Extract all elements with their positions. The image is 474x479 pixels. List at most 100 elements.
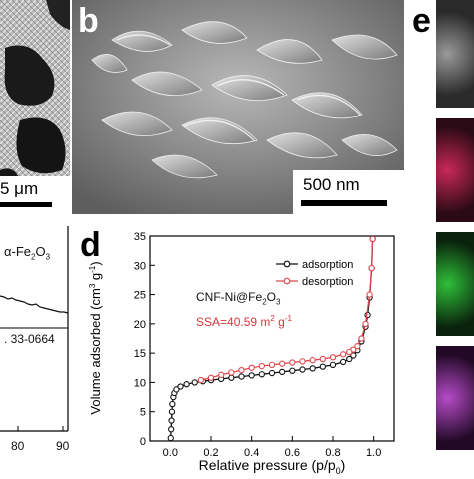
data-point-desorption bbox=[354, 342, 361, 350]
data-point-desorption bbox=[319, 355, 326, 363]
data-point-adsorption bbox=[167, 434, 174, 442]
ssa-text: SSA=40.59 m bbox=[196, 315, 271, 329]
data-point-adsorption bbox=[248, 372, 255, 379]
panel-a-scale-bar: 5 μm bbox=[0, 176, 70, 214]
data-point-adsorption bbox=[346, 355, 353, 363]
data-point-desorption bbox=[207, 374, 215, 381]
data-point-adsorption bbox=[329, 361, 337, 369]
legend-adsorption-marker bbox=[283, 260, 291, 268]
data-point-adsorption bbox=[319, 363, 326, 370]
y-tick-label: 30 bbox=[134, 260, 146, 272]
data-point-desorption bbox=[258, 362, 265, 370]
data-point-adsorption bbox=[279, 368, 286, 376]
data-point-adsorption bbox=[167, 426, 175, 433]
data-point-desorption bbox=[248, 364, 255, 371]
data-point-adsorption bbox=[268, 369, 276, 377]
data-point-adsorption bbox=[191, 379, 198, 386]
data-point-adsorption bbox=[350, 352, 357, 359]
panel-b-scale-line bbox=[301, 200, 387, 206]
data-point-adsorption bbox=[289, 367, 296, 374]
panel-d-ssa-label: SSA=40.59 m2 g-1 bbox=[196, 314, 292, 329]
panel-c-pdf-card: . 33-0664 bbox=[4, 332, 55, 346]
data-point-adsorption bbox=[309, 365, 316, 372]
y-tick-label: 35 bbox=[134, 231, 146, 243]
panel-c: α-Fe2O3 . 33-0664 80 90 bbox=[0, 226, 72, 474]
phase-sub-2: 3 bbox=[45, 252, 51, 262]
panel-b-scale-bar: 500 nm bbox=[293, 170, 404, 214]
y-tick-label: 0 bbox=[140, 436, 146, 448]
data-point-adsorption bbox=[299, 366, 306, 373]
data-point-desorption bbox=[369, 235, 376, 243]
plot-frame bbox=[149, 235, 395, 442]
panel-a-sem-image: 5 μm bbox=[0, 0, 70, 214]
panel-e-map-gray bbox=[436, 0, 474, 108]
panel-a-scale-line bbox=[0, 202, 52, 207]
x-axis-label: Relative pressure (p/p0) bbox=[199, 457, 346, 474]
panel-d-isotherm-chart: 0 5 10 15 20 25 30 35 0.0 0.2 0.4 0.6 0.8 1.0 Volume… bbox=[88, 231, 395, 474]
ssa-sup-2: -1 bbox=[284, 314, 292, 323]
data-point-desorption bbox=[346, 348, 353, 356]
data-point-adsorption bbox=[258, 371, 265, 378]
panel-a-scale-label: 5 μm bbox=[0, 179, 39, 198]
data-point-desorption bbox=[329, 354, 337, 361]
panel-e-map-purple bbox=[436, 346, 474, 450]
panel-c-phase-label: α-Fe2O3 bbox=[4, 244, 50, 262]
panel-b-sem-image: b 500 nm bbox=[72, 0, 404, 214]
panel-e-map-red bbox=[436, 118, 474, 222]
x-tick-label: 0.2 bbox=[203, 447, 218, 459]
sample-sub-1: 2 bbox=[262, 297, 267, 307]
data-point-desorption bbox=[197, 376, 204, 384]
panel-c-plot bbox=[0, 226, 69, 432]
panel-d-sample-label: CNF-Ni@Fe2O3 bbox=[196, 290, 280, 306]
data-point-adsorption bbox=[238, 373, 245, 380]
panel-c-tick-80: 80 bbox=[11, 439, 25, 453]
legend-desorption-label: desorption bbox=[302, 276, 353, 288]
sample-sub-2: 3 bbox=[275, 297, 281, 307]
y-tick-label: 25 bbox=[134, 290, 146, 302]
y-tick-label: 15 bbox=[134, 348, 146, 360]
data-point-adsorption bbox=[168, 417, 175, 424]
sample-o: O bbox=[266, 290, 276, 304]
data-point-desorption bbox=[238, 366, 245, 374]
data-point-desorption bbox=[218, 371, 225, 378]
panel-e-letter: e bbox=[412, 2, 431, 40]
data-point-adsorption bbox=[340, 358, 347, 366]
x-tick-label: 0.6 bbox=[285, 447, 300, 459]
data-point-desorption bbox=[309, 357, 316, 364]
data-point-desorption bbox=[228, 369, 235, 376]
y-tick-label: 20 bbox=[134, 319, 146, 331]
x-tick-label: 0.8 bbox=[325, 447, 340, 459]
phase-text: α-Fe bbox=[4, 244, 32, 259]
data-point-adsorption bbox=[169, 400, 176, 408]
ssa-sup: 2 bbox=[270, 314, 275, 323]
panel-d-letter: d bbox=[80, 226, 101, 264]
x-tick-label: 1.0 bbox=[366, 447, 381, 459]
legend-desorption-marker bbox=[283, 277, 291, 285]
data-point-adsorption bbox=[177, 383, 184, 390]
data-point-desorption bbox=[358, 335, 365, 342]
phase-sub-1: 2 bbox=[31, 252, 36, 262]
sample-text: CNF-Ni@Fe bbox=[196, 290, 263, 304]
data-point-desorption bbox=[366, 291, 373, 298]
legend: adsorption desorption bbox=[276, 259, 353, 288]
data-point-adsorption bbox=[228, 374, 235, 381]
panel-e-map-green bbox=[436, 232, 474, 336]
data-point-desorption bbox=[268, 361, 276, 369]
panel-c-tick-90: 90 bbox=[56, 439, 70, 453]
data-point-adsorption bbox=[183, 381, 190, 388]
y-tick-label: 5 bbox=[140, 407, 146, 419]
phase-o: O bbox=[35, 244, 46, 259]
data-point-adsorption bbox=[173, 386, 180, 393]
data-point-desorption bbox=[340, 351, 347, 358]
x-tick-label: 0.4 bbox=[244, 447, 259, 459]
x-tick-label: 0.0 bbox=[163, 447, 178, 459]
data-point-desorption bbox=[299, 358, 306, 365]
panel-b-letter: b bbox=[78, 2, 99, 40]
data-point-desorption bbox=[289, 359, 296, 366]
ssa-unit: g bbox=[274, 315, 285, 329]
data-point-desorption bbox=[279, 360, 286, 367]
y-axis-label: Volume adsorbed (cm3 g-1) bbox=[88, 261, 103, 414]
data-point-adsorption bbox=[168, 408, 176, 415]
panel-b-scale-label: 500 nm bbox=[303, 175, 360, 194]
data-point-desorption bbox=[368, 265, 375, 272]
